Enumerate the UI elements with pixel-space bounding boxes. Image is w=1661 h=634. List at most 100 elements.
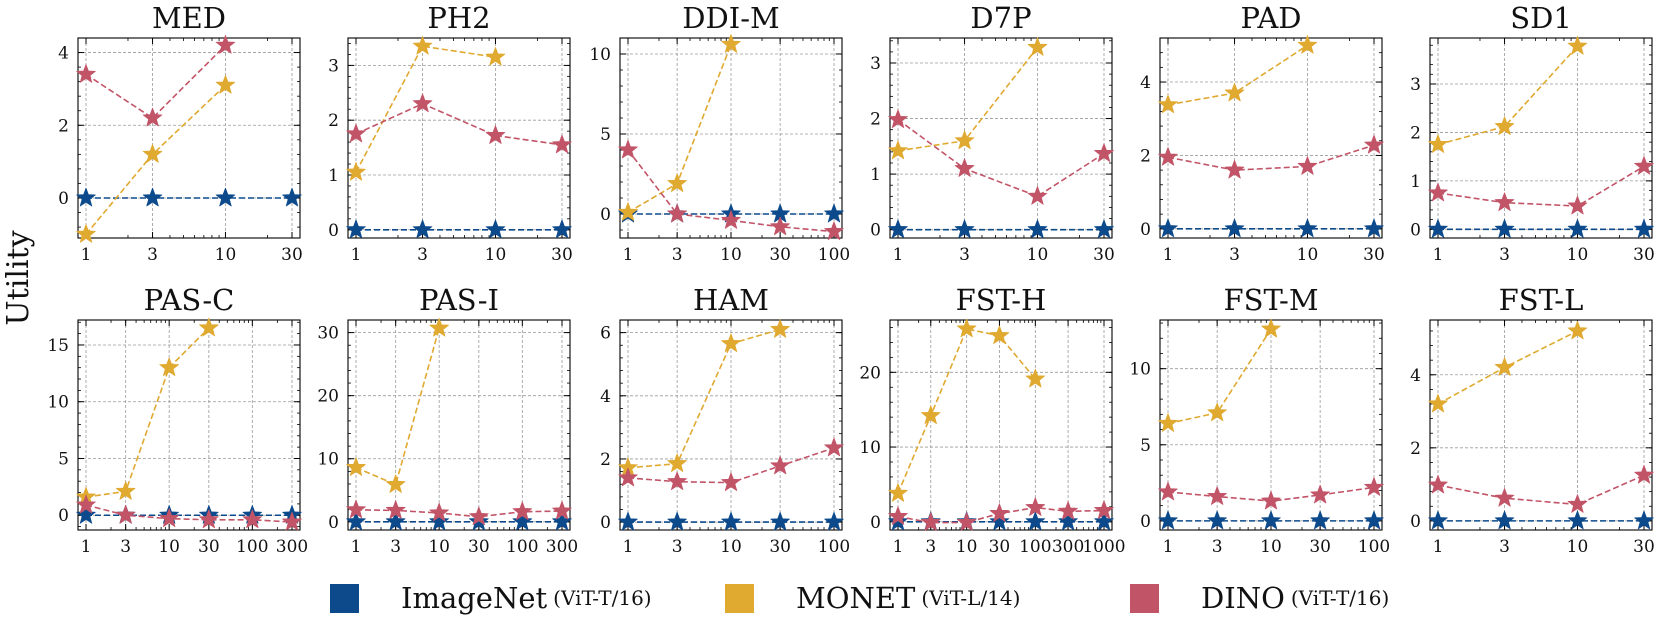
- x-tick-label: 1: [1163, 537, 1174, 557]
- data-point-dino: [770, 216, 790, 236]
- x-tick-label: 10: [158, 537, 180, 557]
- y-tick-label: 4: [1410, 366, 1421, 386]
- y-tick-label: 4: [58, 44, 69, 64]
- data-point-imagenet: [1494, 218, 1515, 238]
- data-point-imagenet: [1634, 218, 1654, 238]
- data-point-dino: [1058, 501, 1078, 520]
- data-point-dino: [618, 139, 638, 159]
- data-point-monet: [346, 457, 366, 476]
- series-line-dino: [355, 102, 563, 146]
- legend: ImageNet (ViT-T/16) MONET (ViT-L/14) DIN…: [0, 578, 1661, 620]
- x-tick-label: 300: [546, 537, 578, 557]
- x-tick-label: 100: [1358, 537, 1390, 557]
- data-point-imagenet: [512, 511, 533, 531]
- data-point-imagenet: [1567, 218, 1588, 238]
- x-tick-label: 1: [623, 537, 634, 557]
- x-tick-label: 10: [1027, 245, 1049, 265]
- x-tick-label: 30: [198, 537, 220, 557]
- y-tick-label: 15: [47, 336, 69, 356]
- data-point-imagenet: [76, 504, 96, 524]
- y-tick-label: 2: [1410, 123, 1421, 143]
- data-point-monet: [215, 74, 236, 94]
- series-line-dino: [355, 509, 563, 518]
- y-tick-label: 30: [317, 324, 339, 344]
- legend-sublabel-imagenet: (ViT-T/16): [553, 586, 652, 610]
- data-point-dino: [412, 93, 433, 113]
- data-point-dino: [76, 64, 96, 83]
- y-tick-label: 0: [58, 189, 69, 209]
- data-point-monet: [618, 202, 638, 221]
- data-point-imagenet: [76, 187, 96, 207]
- x-tick-label: 3: [672, 537, 683, 557]
- data-point-dino: [824, 221, 844, 240]
- data-point-monet: [159, 357, 179, 377]
- x-tick-label: 100: [506, 537, 538, 557]
- x-tick-label: 1000: [1082, 537, 1125, 557]
- y-tick-label: 2: [870, 110, 881, 130]
- data-point-monet: [1567, 320, 1588, 340]
- plot-frame: [1429, 319, 1653, 531]
- series-line-monet: [897, 328, 1036, 494]
- x-tick-label: 3: [417, 245, 428, 265]
- data-point-imagenet: [954, 219, 975, 239]
- data-point-imagenet: [1094, 511, 1114, 531]
- chart-title: PAD: [1240, 1, 1301, 35]
- data-point-dino: [1567, 494, 1588, 513]
- data-point-dino: [824, 437, 844, 457]
- chart-title: PAS-I: [419, 283, 499, 317]
- x-tick-label: 10: [1567, 537, 1589, 557]
- data-point-dino: [215, 34, 236, 54]
- data-point-imagenet: [346, 219, 366, 239]
- data-point-monet: [721, 34, 741, 53]
- data-point-dino: [1634, 464, 1654, 484]
- data-point-dino: [1567, 195, 1588, 215]
- x-tick-label: 100: [818, 537, 850, 557]
- legend-label-dino: DINO: [1201, 581, 1285, 615]
- data-point-monet: [1494, 116, 1515, 136]
- data-point-imagenet: [1310, 510, 1330, 530]
- y-tick-label: 0: [600, 205, 611, 225]
- chart-title: PH2: [427, 1, 490, 35]
- data-point-monet: [1027, 37, 1048, 56]
- data-point-dino: [989, 503, 1010, 522]
- x-tick-label: 3: [1229, 245, 1240, 265]
- y-axis-label: Utility: [1, 230, 36, 325]
- data-point-dino: [385, 500, 406, 519]
- panel-pas-c: 1 3 10 30 100 300 0 5 10 15 PAS-C: [47, 283, 308, 557]
- series-line-dino: [1437, 165, 1645, 207]
- plot-frame: [619, 319, 843, 531]
- data-point-imagenet: [1058, 511, 1078, 531]
- data-point-monet: [429, 317, 449, 337]
- y-tick-label: 5: [600, 125, 611, 145]
- data-point-imagenet: [346, 511, 366, 531]
- x-tick-label: 30: [1309, 537, 1331, 557]
- plot-frame: [347, 319, 571, 531]
- data-point-dino: [429, 502, 449, 522]
- x-tick-label: 3: [925, 537, 936, 557]
- data-point-imagenet: [1428, 510, 1448, 530]
- x-tick-label: 3: [1499, 245, 1510, 265]
- data-point-dino: [1027, 186, 1048, 205]
- y-tick-label: 2: [1140, 146, 1151, 166]
- data-point-monet: [1158, 413, 1178, 432]
- y-tick-label: 0: [1410, 220, 1421, 240]
- x-tick-label: 3: [1212, 537, 1223, 557]
- x-tick-label: 30: [551, 245, 573, 265]
- plot-frame: [889, 37, 1113, 239]
- legend-swatch-monet: [725, 583, 754, 613]
- data-point-imagenet: [989, 511, 1010, 531]
- data-point-imagenet: [1567, 510, 1588, 530]
- y-tick-label: 20: [317, 387, 339, 407]
- y-tick-label: 2: [58, 116, 69, 136]
- data-point-imagenet: [1207, 510, 1227, 530]
- data-point-dino: [1094, 143, 1114, 162]
- data-point-monet: [115, 481, 136, 500]
- x-tick-label: 1: [893, 537, 904, 557]
- chart-title: HAM: [693, 283, 769, 317]
- data-point-monet: [1567, 35, 1588, 55]
- y-tick-label: 0: [1410, 512, 1421, 532]
- x-tick-label: 10: [215, 245, 237, 265]
- data-point-imagenet: [618, 511, 638, 531]
- data-point-dino: [1207, 486, 1227, 505]
- data-point-dino: [76, 494, 96, 514]
